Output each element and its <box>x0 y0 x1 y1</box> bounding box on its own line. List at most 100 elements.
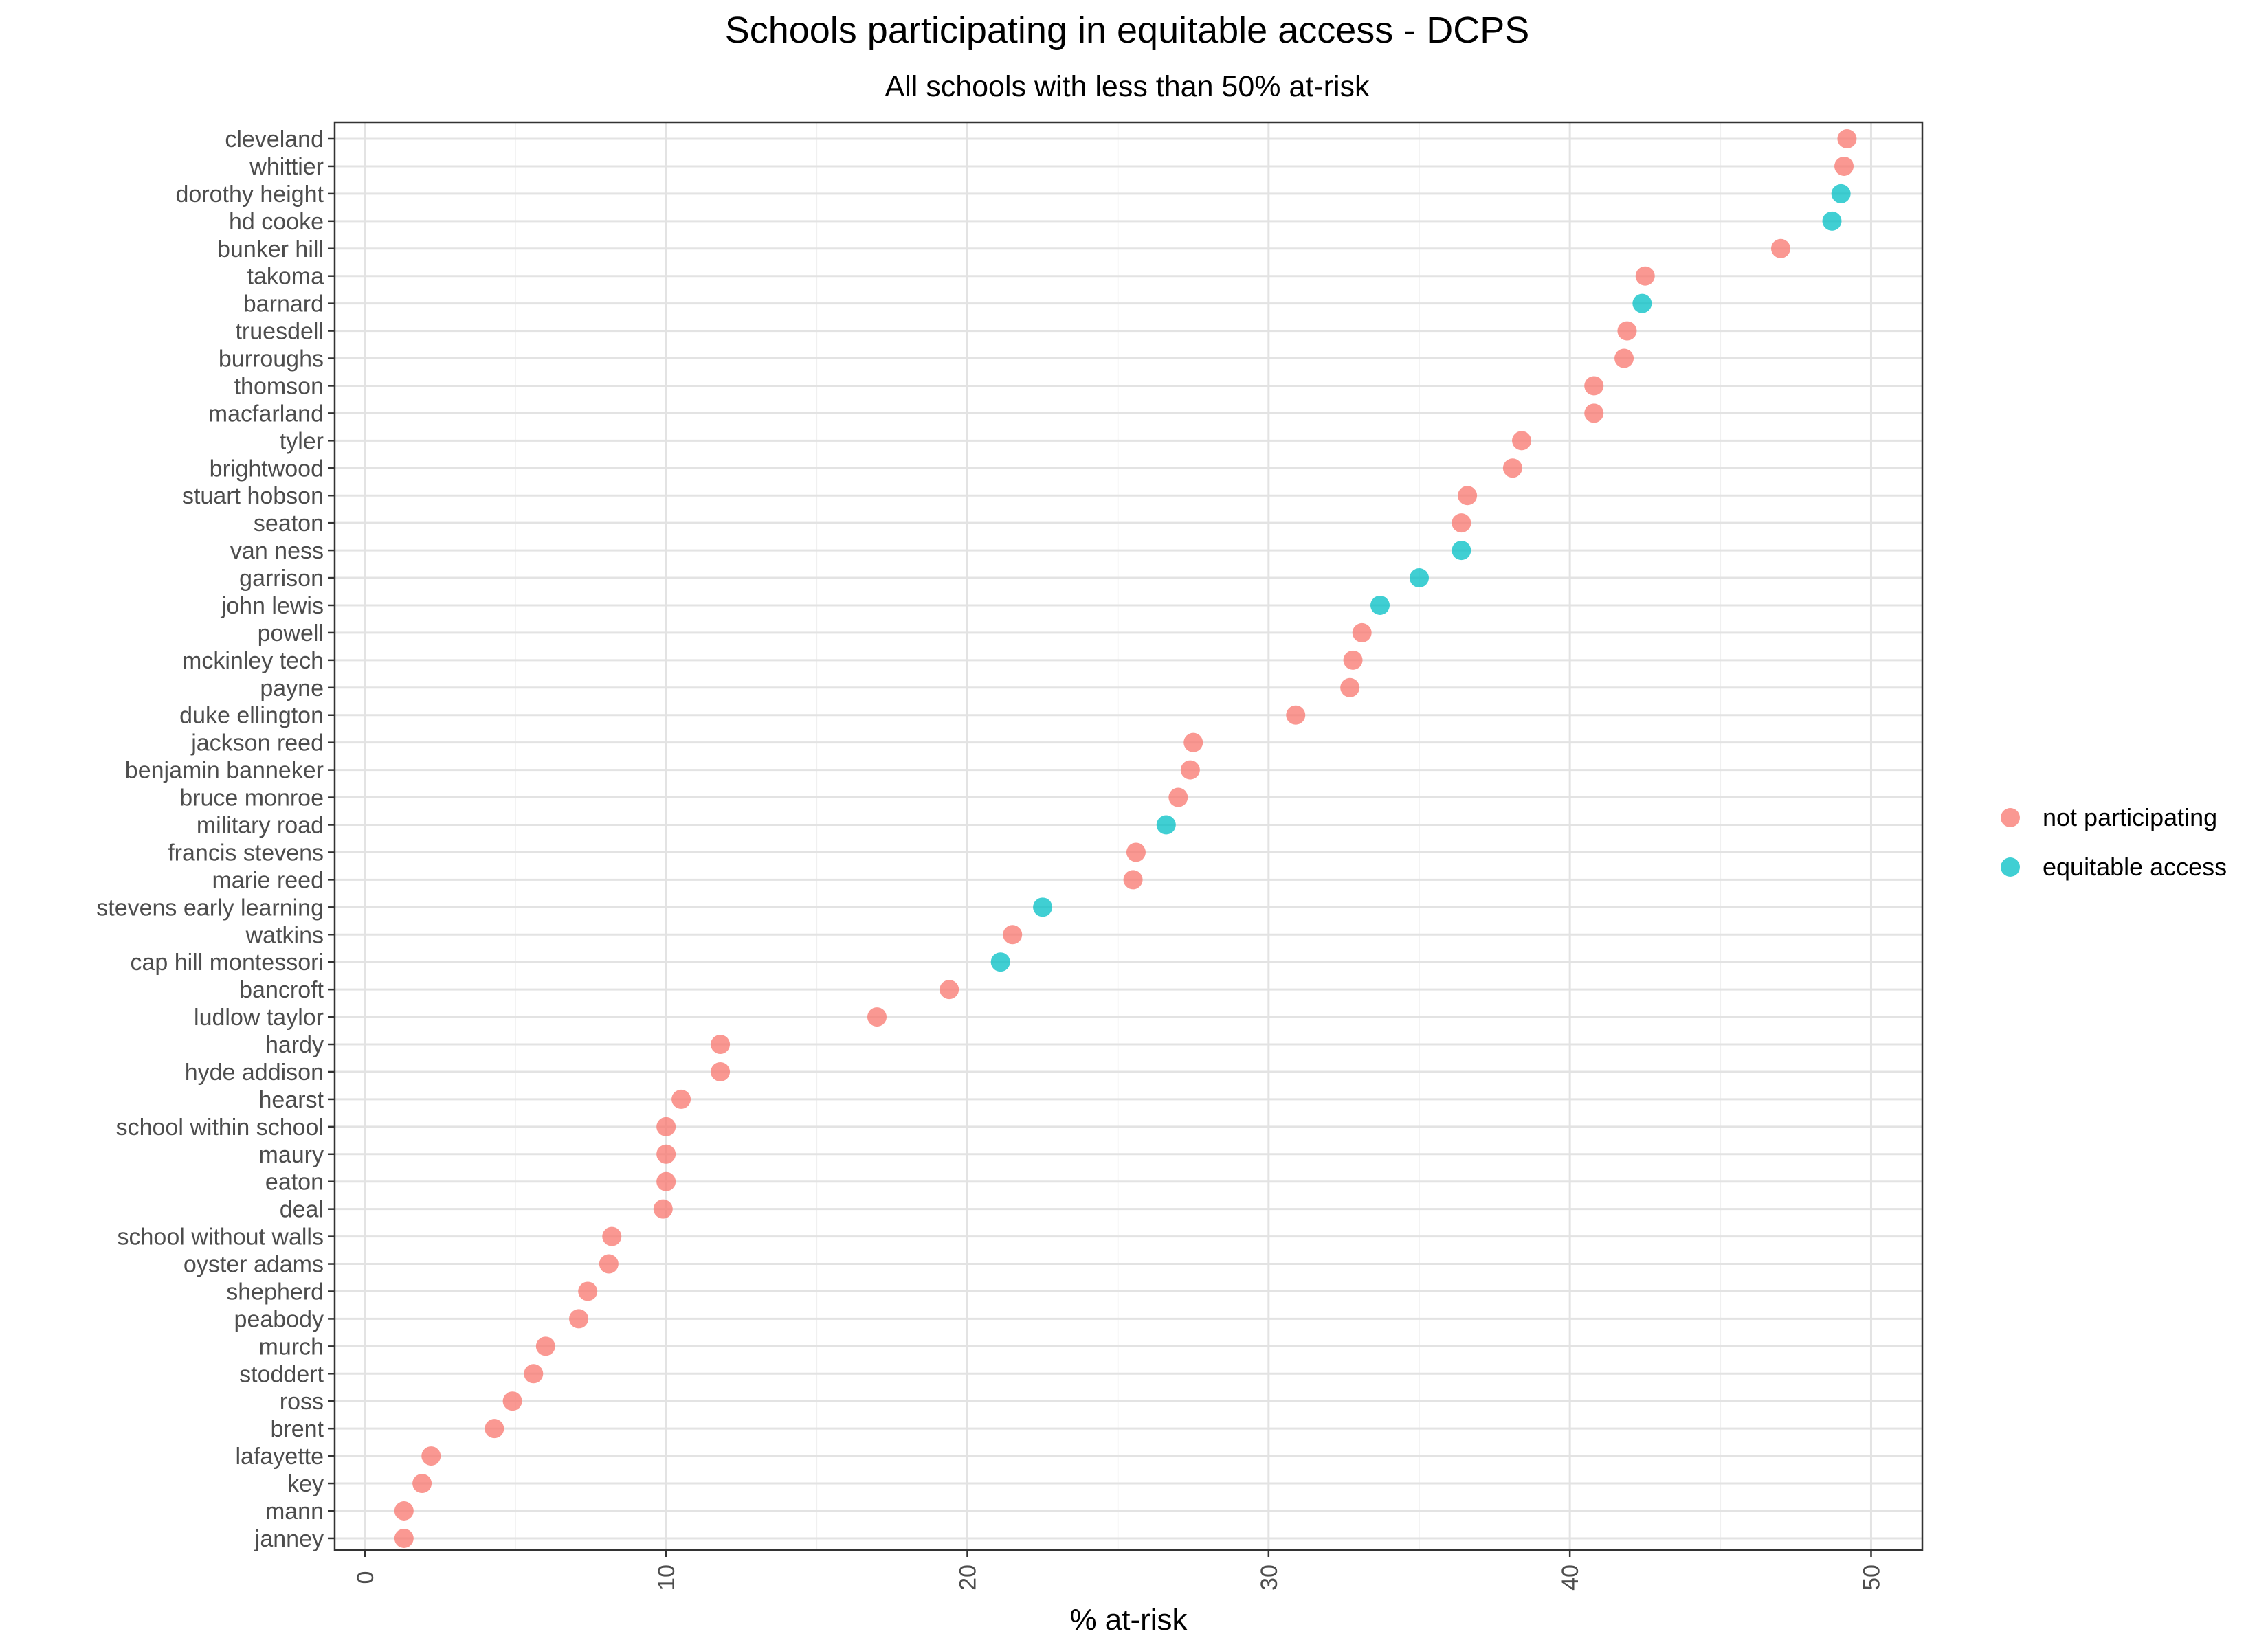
y-tick-label: mckinley tech <box>182 648 324 674</box>
data-point <box>1632 293 1652 313</box>
y-tick-label: truesdell <box>235 319 324 345</box>
data-point <box>524 1364 544 1384</box>
y-tick-label: tyler <box>280 428 324 454</box>
y-tick-label: dorothy height <box>176 181 324 207</box>
data-point <box>1617 321 1637 341</box>
x-tick-label: 40 <box>1557 1564 1583 1591</box>
x-axis-title: % at-risk <box>1069 1603 1188 1637</box>
x-tick-label: 20 <box>955 1564 981 1591</box>
y-tick-label: marie reed <box>212 867 324 893</box>
data-point <box>656 1171 676 1191</box>
y-tick-label: lafayette <box>235 1444 324 1470</box>
data-point <box>1340 677 1360 697</box>
data-point <box>671 1089 691 1109</box>
y-tick-label: payne <box>260 675 324 702</box>
x-tick-label: 30 <box>1256 1564 1282 1591</box>
data-point <box>1343 650 1363 670</box>
legend-label: not participating <box>2043 803 2217 831</box>
y-tick-label: van ness <box>230 538 324 564</box>
data-point <box>711 1062 731 1081</box>
y-tick-label: eaton <box>265 1169 324 1196</box>
y-tick-label: school within school <box>116 1114 324 1141</box>
legend-key <box>2001 808 2020 827</box>
data-point <box>1183 732 1203 752</box>
y-tick-label: oyster adams <box>184 1252 324 1278</box>
y-tick-label: benjamin banneker <box>125 758 324 784</box>
data-point <box>485 1419 504 1439</box>
y-tick-label: whittier <box>249 154 324 180</box>
y-tick-label: stoddert <box>239 1361 324 1387</box>
data-point <box>1458 486 1478 506</box>
data-point <box>502 1391 522 1411</box>
y-tick-label: hyde addison <box>185 1059 324 1086</box>
y-tick-label: deal <box>280 1197 324 1223</box>
y-tick-label: thomson <box>234 373 324 399</box>
y-tick-label: garrison <box>239 565 324 592</box>
data-point <box>1126 842 1146 862</box>
data-point <box>1822 211 1842 231</box>
x-axis: 0 10 20 30 40 50 <box>353 1550 1885 1591</box>
data-point <box>1003 925 1023 945</box>
data-point <box>535 1336 555 1356</box>
data-point <box>599 1254 619 1274</box>
x-tick-label: 0 <box>353 1571 379 1584</box>
y-tick-label: janney <box>254 1526 324 1552</box>
data-point <box>990 952 1010 972</box>
data-point <box>1352 622 1372 642</box>
y-tick-label: powell <box>258 620 324 647</box>
data-point <box>1614 348 1634 368</box>
y-tick-label: key <box>287 1471 324 1497</box>
chart-title: Schools participating in equitable acces… <box>725 10 1530 51</box>
legend-label: equitable access <box>2043 853 2227 881</box>
y-tick-label: maury <box>259 1142 324 1168</box>
data-point <box>1831 183 1851 203</box>
data-point <box>578 1281 598 1301</box>
y-tick-label: hardy <box>265 1032 324 1058</box>
data-point <box>1370 595 1390 615</box>
y-tick-label: bruce monroe <box>179 785 324 811</box>
data-point <box>1502 458 1522 478</box>
y-tick-label: stuart hobson <box>182 483 324 509</box>
legend-key <box>2001 857 2020 877</box>
data-point <box>1286 705 1306 725</box>
data-point <box>1156 815 1176 835</box>
data-point <box>421 1446 441 1466</box>
plot-panel-border <box>333 121 1924 1551</box>
y-tick-label: military road <box>197 813 324 839</box>
data-point <box>1837 129 1857 148</box>
data-point <box>1512 431 1532 451</box>
data-point <box>653 1199 673 1219</box>
y-tick-label: shepherd <box>226 1279 324 1305</box>
y-tick-label: hearst <box>259 1087 324 1113</box>
y-tick-label: macfarland <box>208 401 324 427</box>
data-point <box>1770 238 1790 258</box>
y-tick-label: murch <box>259 1334 324 1360</box>
legend: not participating equitable access <box>2001 803 2227 881</box>
x-tick-label: 50 <box>1858 1564 1885 1591</box>
data-point <box>1409 568 1429 588</box>
data-point <box>394 1501 414 1521</box>
y-tick-label: hd cooke <box>229 209 324 235</box>
data-point <box>1635 266 1655 286</box>
y-tick-label: ludlow taylor <box>194 1005 324 1031</box>
data-point <box>1584 376 1604 396</box>
y-tick-label: seaton <box>254 511 324 537</box>
y-tick-label: brent <box>271 1416 324 1442</box>
data-point <box>656 1117 676 1136</box>
y-tick-label: mann <box>265 1499 324 1525</box>
data-points <box>394 129 1857 1548</box>
y-tick-label: duke ellington <box>179 703 324 729</box>
y-tick-label: ross <box>280 1389 324 1415</box>
y-tick-label: stevens early learning <box>96 895 324 921</box>
y-tick-label: bancroft <box>239 977 324 1003</box>
y-tick-label: cap hill montessori <box>130 950 324 976</box>
x-tick-label: 10 <box>654 1564 680 1591</box>
y-tick-label: takoma <box>247 264 324 290</box>
data-point <box>1584 403 1604 423</box>
data-point <box>867 1007 887 1027</box>
grid <box>335 122 1922 1550</box>
data-point <box>412 1474 432 1494</box>
chart-subtitle: All schools with less than 50% at-risk <box>885 70 1370 103</box>
y-tick-label: cleveland <box>225 126 324 153</box>
